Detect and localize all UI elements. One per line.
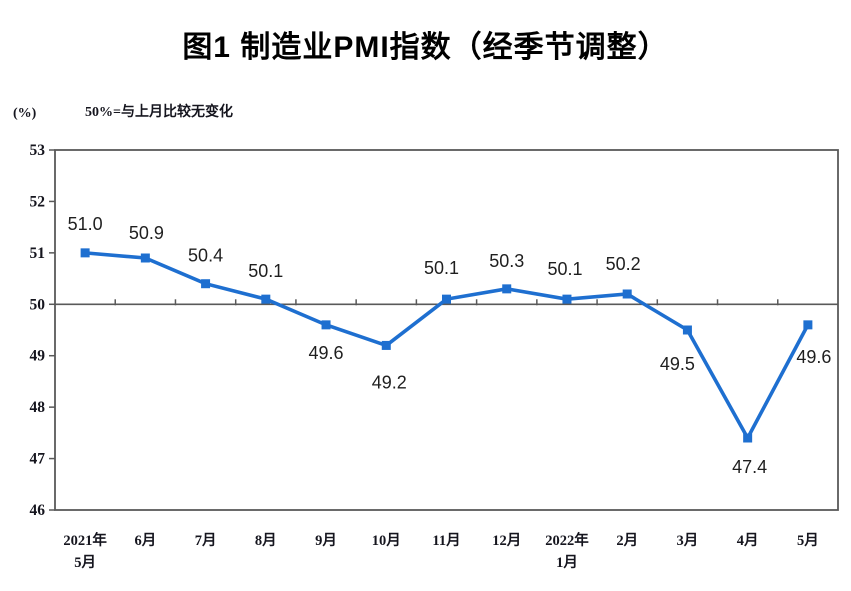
y-axis-tick-label: 52 [30,193,46,210]
chart-title: 图1 制造业PMI指数（经季节调整） [182,31,669,64]
reference-note: 50%=与上月比较无变化 [85,105,233,120]
x-axis-tick-label: 2021年 [63,531,107,549]
data-point-marker [261,294,271,304]
data-point-marker [803,320,813,330]
data-point-label: 49.6 [796,347,831,367]
x-axis-tick-label: 8月 [255,532,277,549]
data-point-label: 50.2 [606,254,641,274]
data-point-marker [80,248,90,258]
data-point-label: 50.3 [489,251,524,271]
x-axis-tick-label: 2月 [616,532,638,549]
x-axis-tick-label: 9月 [315,532,337,549]
data-point-label: 51.0 [68,214,103,234]
y-axis-tick-label: 50 [30,296,46,313]
y-axis-tick-label: 48 [30,399,46,416]
x-axis-tick-label: 2022年 [545,531,589,549]
data-point-label: 50.1 [424,258,459,278]
data-point-label: 50.1 [248,261,283,281]
y-axis-tick-label: 51 [30,245,46,262]
data-point-label: 50.9 [129,223,164,243]
data-point-marker [682,325,692,335]
data-point-label: 47.4 [732,457,767,477]
data-point-label: 49.6 [309,343,344,363]
y-axis-tick-label: 47 [30,451,46,468]
x-axis-tick-label: 1月 [556,554,578,571]
x-axis-tick-label: 6月 [134,532,156,549]
x-axis-tick-label: 11月 [432,532,460,549]
y-axis-unit-label: (%) [13,106,37,121]
x-axis-tick-label: 4月 [737,532,759,549]
x-axis-tick-label: 3月 [677,532,699,549]
data-point-marker [622,289,632,299]
pmi-series-line [84,251,810,442]
data-point-marker [502,284,512,294]
y-axis-tick-label: 53 [30,142,46,159]
x-axis-tick-label: 5月 [797,532,819,549]
x-axis-tick-label: 5月 [74,554,96,571]
data-point-marker [201,279,211,289]
data-point-marker [381,340,391,350]
x-axis-tick-label: 10月 [372,532,401,549]
data-point-label: 50.4 [188,246,223,266]
data-point-label: 49.2 [372,372,407,392]
data-point-marker [140,253,150,263]
data-point-marker [743,433,753,443]
y-axis-tick-label: 49 [30,348,46,365]
data-point-label: 49.5 [660,354,695,374]
data-point-marker [442,294,451,304]
y-axis-tick-label: 46 [30,502,46,519]
x-axis-tick-label: 12月 [492,532,521,549]
plot-border [54,149,839,511]
data-point-marker [321,320,331,330]
data-point-label: 50.1 [547,259,582,279]
x-axis-tick-label: 7月 [195,532,217,549]
data-point-marker [562,294,572,304]
